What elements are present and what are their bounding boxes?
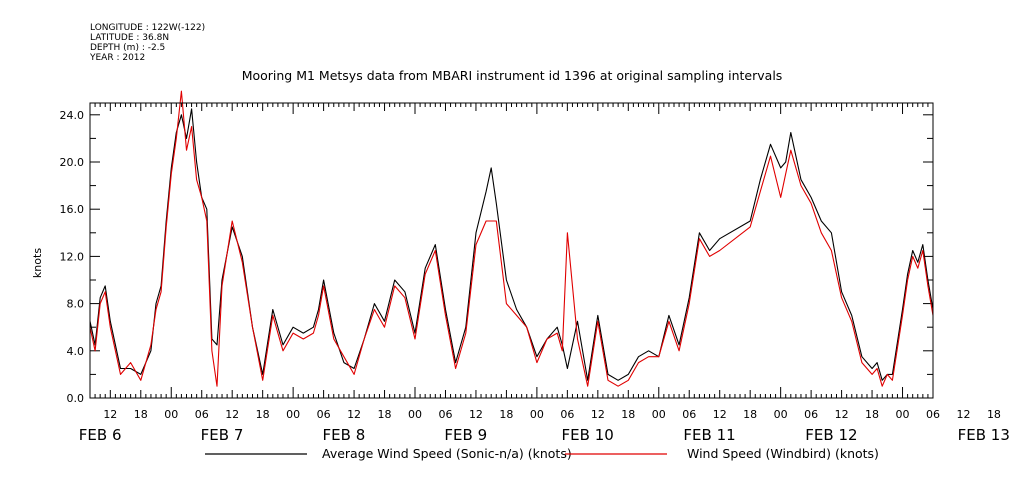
x-hour-label: 12	[956, 408, 970, 421]
x-hour-label: 00	[896, 408, 910, 421]
x-hour-label: 00	[286, 408, 300, 421]
x-hour-label: 00	[530, 408, 544, 421]
x-hour-label: 06	[804, 408, 818, 421]
x-hour-label: 12	[835, 408, 849, 421]
y-tick-label: 24.0	[60, 109, 85, 122]
x-hour-label: 12	[713, 408, 727, 421]
y-tick-label: 16.0	[60, 203, 85, 216]
plot-frame	[89, 102, 934, 399]
x-hour-label: 00	[164, 408, 178, 421]
x-day-label: FEB 9	[444, 426, 487, 444]
x-day-label: FEB 13	[958, 426, 1009, 444]
x-day-label: FEB 7	[201, 426, 244, 444]
x-hour-label: 06	[926, 408, 940, 421]
x-hour-label: 18	[134, 408, 148, 421]
x-hour-label: 06	[682, 408, 696, 421]
y-tick-label: 0.0	[67, 392, 85, 405]
y-tick-label: 12.0	[60, 250, 85, 263]
x-hour-label: 06	[438, 408, 452, 421]
meta-depth: DEPTH (m) : -2.5	[90, 43, 165, 53]
series-windbird-wind-speed	[89, 90, 934, 387]
x-day-label: FEB 11	[683, 426, 735, 444]
y-tick-label: 4.0	[67, 345, 85, 358]
x-day-label: FEB 12	[805, 426, 857, 444]
legend-label-windbird: Wind Speed (Windbird) (knots)	[687, 446, 879, 461]
x-hour-label: 00	[652, 408, 666, 421]
meta-latitude: LATITUDE : 36.8N	[90, 33, 169, 43]
x-hour-label: 00	[774, 408, 788, 421]
tick-labels: 0.0 4.0 8.0 12.0 16.0 20.0 24.0 12 18 00 06 12 18 00 0…	[60, 109, 1009, 444]
legend: Average Wind Speed (Sonic-n/a) (knots) W…	[205, 446, 879, 461]
chart-title: Mooring M1 Metsys data from MBARI instru…	[242, 68, 783, 83]
series-average-wind-speed	[89, 108, 934, 381]
x-day-label: FEB 8	[323, 426, 366, 444]
meta-longitude: LONGITUDE : 122W(-122)	[90, 23, 205, 33]
meta-year: YEAR : 2012	[89, 53, 145, 63]
x-hour-label: 18	[865, 408, 879, 421]
axis-ticks	[89, 103, 934, 399]
data-series	[89, 90, 934, 387]
x-hour-label: 00	[408, 408, 422, 421]
x-day-label: FEB 10	[562, 426, 614, 444]
x-hour-label: 12	[591, 408, 605, 421]
x-hour-label: 18	[378, 408, 392, 421]
x-hour-label: 12	[103, 408, 117, 421]
x-hour-label: 06	[195, 408, 209, 421]
y-tick-label: 8.0	[67, 298, 85, 311]
x-hour-label: 12	[347, 408, 361, 421]
x-hour-label: 12	[469, 408, 483, 421]
x-hour-label: 18	[499, 408, 513, 421]
metadata-block: LONGITUDE : 122W(-122) LATITUDE : 36.8N …	[89, 23, 205, 63]
legend-label-average: Average Wind Speed (Sonic-n/a) (knots)	[322, 446, 572, 461]
x-hour-label: 18	[621, 408, 635, 421]
x-hour-label: 18	[256, 408, 270, 421]
x-hour-label: 06	[560, 408, 574, 421]
x-day-label: FEB 6	[79, 426, 122, 444]
x-hour-label: 12	[225, 408, 239, 421]
x-hour-label: 18	[987, 408, 1001, 421]
y-tick-label: 20.0	[60, 156, 85, 169]
y-axis-label: knots	[31, 248, 44, 278]
x-hour-label: 06	[317, 408, 331, 421]
x-hour-label: 18	[743, 408, 757, 421]
